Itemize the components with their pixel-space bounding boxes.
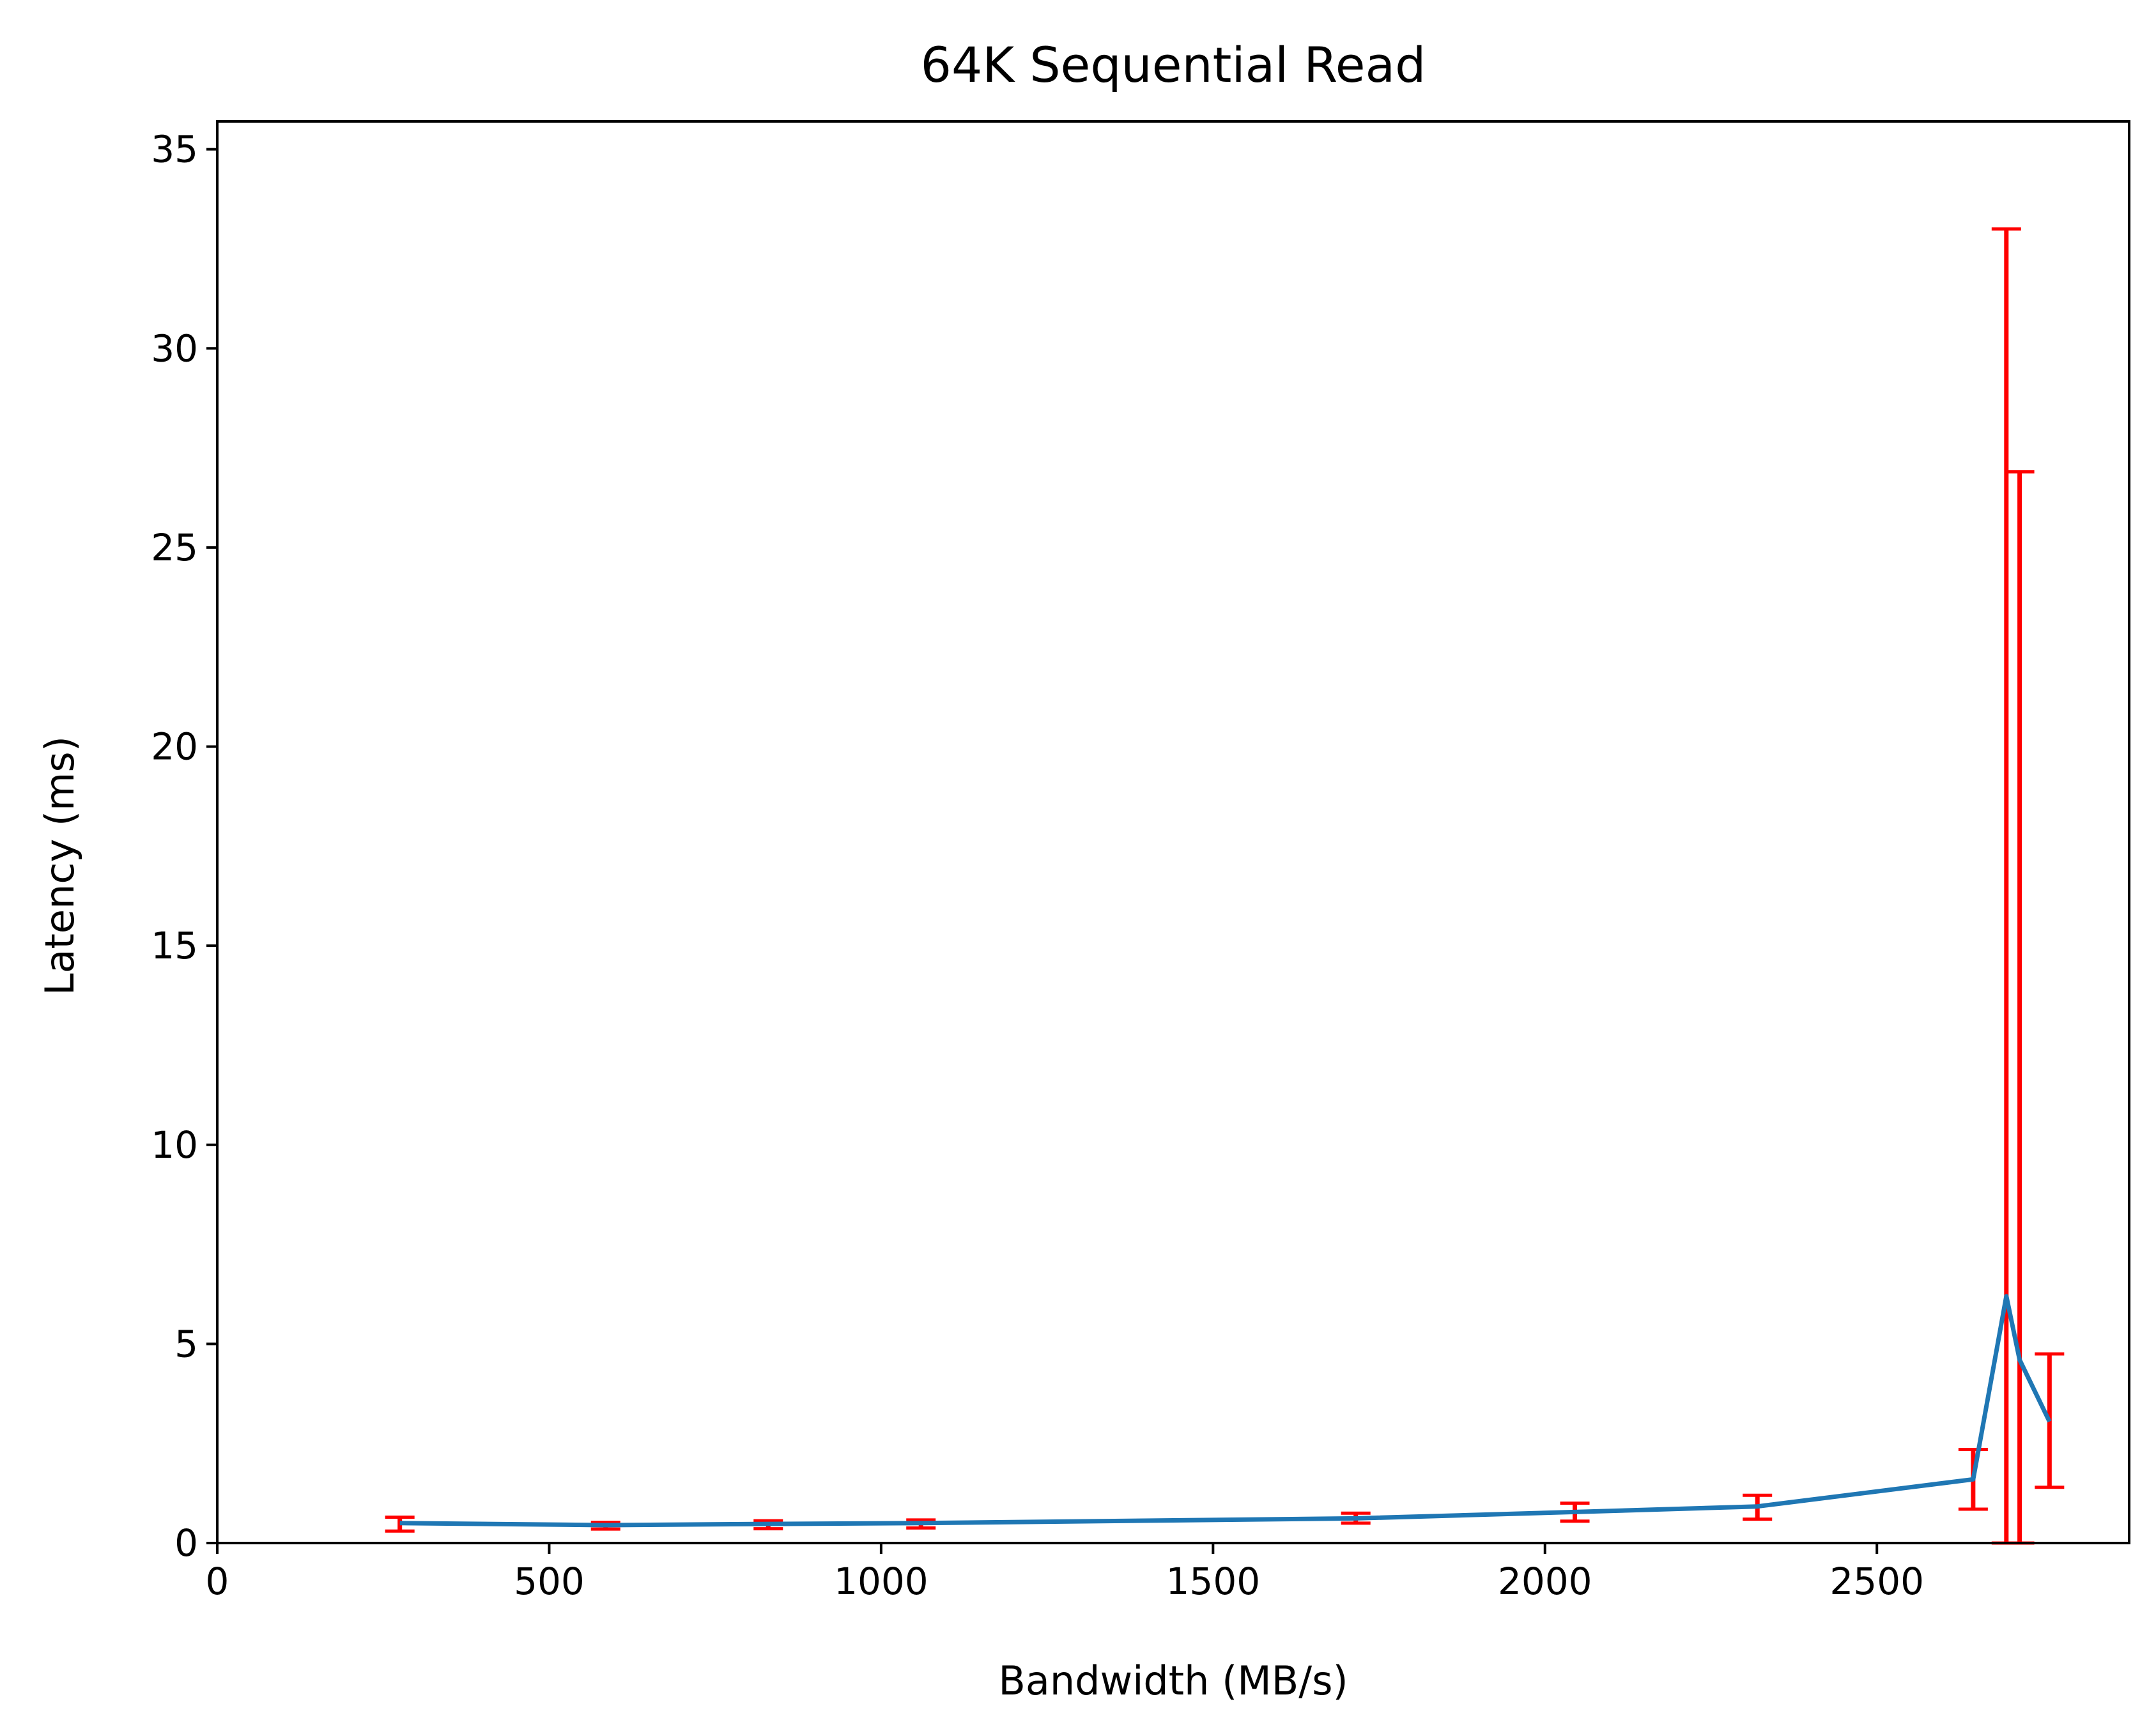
y-tick-label: 35 <box>151 128 198 171</box>
y-tick-label: 30 <box>151 326 198 370</box>
series-line <box>399 1294 2052 1528</box>
y-tick-label: 5 <box>174 1322 198 1365</box>
x-tick-label: 2000 <box>1498 1560 1592 1603</box>
y-axis-label: Latency (ms) <box>36 736 83 995</box>
chart-title: 64K Sequential Read <box>921 36 1426 93</box>
x-tick-label: 500 <box>514 1560 585 1603</box>
x-axis-ticks: 0 500 1000 1500 2000 2500 <box>206 1543 1924 1603</box>
x-tick-label: 1000 <box>834 1560 928 1603</box>
plot-frame <box>216 120 2130 1544</box>
x-tick-label: 0 <box>206 1560 229 1603</box>
y-tick-label: 10 <box>151 1123 198 1167</box>
y-axis-ticks: 0 5 10 15 20 25 30 35 <box>151 128 217 1565</box>
x-tick-label: 2500 <box>1829 1560 1924 1603</box>
x-tick-label: 1500 <box>1166 1560 1261 1603</box>
x-axis-label: Bandwidth (MB/s) <box>998 1657 1348 1704</box>
y-tick-label: 0 <box>174 1521 198 1565</box>
y-tick-label: 15 <box>151 924 198 967</box>
y-tick-label: 25 <box>151 526 198 569</box>
y-tick-label: 20 <box>151 725 198 769</box>
